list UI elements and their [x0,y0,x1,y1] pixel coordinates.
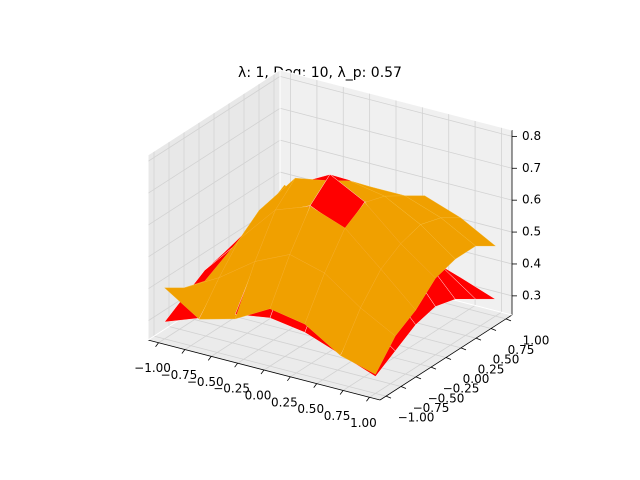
tick-mark [430,366,437,370]
x-tick-label: 0.00 [245,389,272,403]
tick-mark [415,376,422,380]
tick-mark [287,376,291,382]
x-tick-label: 0.25 [271,395,298,409]
z-tick-label: 0.3 [522,288,541,302]
tick-mark [234,362,238,368]
tick-mark [207,356,212,361]
surface-face [340,307,396,375]
y-tick-label: 0.25 [478,362,505,376]
z-tick-label: 0.4 [522,256,541,270]
tick-mark [313,383,318,388]
tick-mark [339,390,344,395]
tick-mark [260,369,265,375]
tick-mark [460,347,467,351]
x-tick-label: −1.00 [134,361,171,375]
x-tick-label: 0.75 [324,409,351,423]
x-tick-label: 0.50 [297,402,324,416]
tick-mark [181,349,186,354]
grid-line [279,107,513,169]
tick-mark [385,395,392,399]
grid-line [147,139,281,226]
grid-line [168,326,402,387]
y-tick-label: 0.50 [493,353,520,367]
tick-mark [475,337,482,341]
z-tick-label: 0.6 [522,193,541,207]
tick-mark [155,342,159,347]
grid-line [279,139,513,201]
tick-mark [490,328,497,331]
chart-title: λ: 1, Deg: 10, λ_p: 0.57 [238,65,402,81]
y-tick-label: −0.50 [428,391,465,405]
y-tick-label: 0.00 [463,372,490,386]
x-tick-label: −0.50 [187,375,224,389]
pane-edge [279,69,513,131]
grid-line [147,171,281,258]
tick-mark [445,357,452,360]
x-tick-label: −0.75 [161,368,198,382]
y-tick-label: −1.00 [398,411,435,425]
z-tick-label: 0.7 [522,161,541,175]
x-tick-label: −0.25 [213,382,250,396]
y-tick-label: −0.25 [443,382,480,396]
tick-mark [366,397,370,402]
y-tick-label: 0.75 [508,343,535,357]
grid-line [147,107,281,194]
pane-edge [147,69,281,156]
grid-line [147,76,281,162]
grid-line [279,75,513,137]
tick-mark [505,318,512,322]
tick-mark [400,386,407,389]
y-tick-label: 1.00 [523,333,550,347]
z-tick-label: 0.8 [522,129,541,143]
axis-line [379,314,513,401]
z-tick-label: 0.5 [522,225,541,239]
grid-line [153,335,387,397]
axis-line [147,339,381,401]
x-tick-label: 1.00 [350,416,377,430]
y-tick-label: −0.75 [413,401,450,415]
